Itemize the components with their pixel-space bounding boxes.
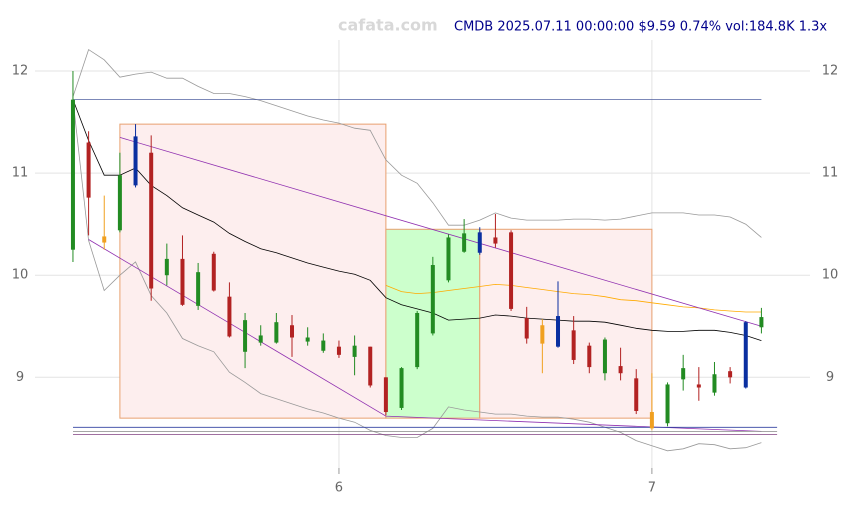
candle-body (86, 142, 91, 198)
candle-body (258, 335, 263, 343)
chart-title: CMDB 2025.07.11 00:00:00 $9.59 0.74% vol… (454, 20, 827, 35)
candle-body (634, 378, 639, 411)
candle-body (102, 236, 107, 243)
candle-body (571, 330, 576, 360)
candle-body (618, 366, 623, 374)
candle-body (728, 371, 733, 378)
indicator-line (72, 99, 762, 452)
candle-body (227, 296, 232, 337)
candle-body (477, 232, 482, 253)
candle-body (602, 339, 607, 374)
candle-body (681, 368, 686, 380)
candle-body (493, 237, 498, 244)
indicator-line (72, 99, 762, 341)
candle-body (368, 346, 373, 386)
candle-body (399, 368, 404, 408)
candle-body (383, 377, 388, 413)
candle-body (696, 384, 701, 388)
candle-body (70, 99, 75, 250)
candle-body (321, 340, 326, 351)
y-tick-label: 10 (12, 268, 29, 283)
candle-body (509, 232, 514, 309)
candle-body (180, 258, 185, 305)
watermark: cafata.com (338, 16, 438, 35)
candle-body (274, 322, 279, 343)
candle-body (352, 345, 357, 357)
trend-line (119, 137, 762, 327)
candle-body (415, 312, 420, 368)
candle-body (556, 316, 561, 347)
candle-body (196, 272, 201, 306)
candle-body (759, 317, 764, 328)
x-tick-label: 7 (648, 481, 656, 496)
candle-body (305, 337, 310, 342)
candle-body (446, 237, 451, 281)
candle-body (462, 233, 467, 252)
candle-body (524, 318, 529, 339)
y-tick-label-right: 11 (822, 166, 839, 181)
candle-body (665, 384, 670, 424)
y-tick-label-right: 10 (822, 268, 839, 283)
candle-body (133, 136, 138, 186)
candle-body (290, 325, 295, 338)
candle-body (336, 346, 341, 355)
candle-body (430, 265, 435, 334)
candle-body (587, 345, 592, 368)
candle-body (164, 258, 169, 276)
candle-body (211, 253, 216, 291)
x-tick-label: 6 (335, 481, 343, 496)
candle-body (540, 325, 545, 344)
indicator-line (72, 48, 762, 238)
y-tick-label-right: 12 (822, 64, 839, 79)
y-tick-label-right: 9 (826, 370, 834, 385)
candle-body (117, 175, 122, 231)
zone-box (119, 123, 387, 419)
candle-body (743, 322, 748, 388)
candle-body (712, 374, 717, 393)
trend-line (88, 239, 762, 432)
candle-body (149, 152, 154, 289)
y-tick-label: 9 (16, 370, 24, 385)
candle-body (649, 412, 654, 429)
y-tick-label: 12 (12, 64, 29, 79)
y-tick-label: 11 (12, 166, 29, 181)
candle-body (243, 320, 248, 352)
zone-box (479, 228, 653, 419)
